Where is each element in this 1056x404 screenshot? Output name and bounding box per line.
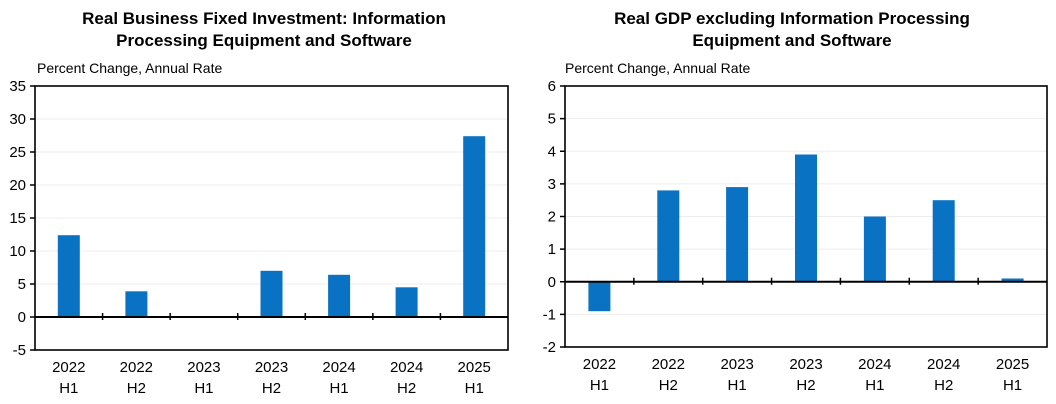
- y-tick-label: -1: [543, 306, 556, 323]
- x-tick-label-half: H2: [397, 380, 416, 397]
- x-tick-label-year: 2023: [255, 359, 288, 376]
- y-tick-label: 2: [548, 209, 556, 226]
- y-tick-label: 3: [548, 176, 556, 193]
- bar-2024-H2: [395, 287, 418, 317]
- y-tick-label: 1: [548, 241, 556, 258]
- x-tick-label-half: H2: [934, 377, 953, 394]
- chart-title: Real GDP excluding Information Processin…: [614, 9, 970, 50]
- x-tick-label-year: 2025: [458, 359, 491, 376]
- y-tick-label: 10: [9, 243, 26, 260]
- y-tick-label: 35: [9, 78, 26, 95]
- chart-investment: Real Business Fixed Investment: Informat…: [9, 9, 509, 397]
- x-tick-label-half: H1: [194, 380, 213, 397]
- bar-2023-H2: [795, 154, 817, 282]
- y-tick-label: 25: [9, 144, 26, 161]
- y-tick-label: 15: [9, 210, 26, 227]
- y-tick-label: 4: [548, 143, 556, 160]
- x-tick-label-year: 2023: [720, 356, 753, 373]
- y-tick-label: 5: [18, 276, 26, 293]
- x-tick-label-half: H2: [127, 380, 146, 397]
- bar-2022-H1: [57, 235, 80, 317]
- bar-2022-H2: [657, 190, 680, 282]
- bar-2025-H1: [1001, 278, 1024, 282]
- bar-2025-H1: [463, 136, 486, 317]
- x-tick-label-year: 2022: [120, 359, 153, 376]
- y-tick-label: 20: [9, 177, 26, 194]
- y-tick-label: 5: [548, 111, 556, 128]
- x-tick-label-half: H2: [659, 377, 678, 394]
- bar-2022-H1: [588, 281, 611, 312]
- x-tick-label-half: H2: [796, 377, 815, 394]
- x-tick-label-half: H1: [865, 377, 884, 394]
- y-tick-label: -5: [13, 342, 26, 359]
- x-tick-label-half: H1: [329, 380, 348, 397]
- y-tick-label: 0: [18, 309, 26, 326]
- y-tick-label: -2: [543, 339, 556, 356]
- investment-bar-plot: -5051015202530352022H12022H22023H12023H2…: [9, 78, 509, 397]
- x-tick-label-year: 2024: [858, 356, 891, 373]
- y-axis-unit-label: Percent Change, Annual Rate: [37, 60, 223, 76]
- x-tick-label-year: 2023: [187, 359, 220, 376]
- x-tick-label-half: H1: [465, 380, 484, 397]
- bar-2022-H2: [125, 291, 148, 317]
- x-tick-label-year: 2022: [52, 359, 85, 376]
- bar-2024-H1: [863, 216, 886, 282]
- bar-2023-H2: [260, 270, 283, 317]
- chart-gdp-excluding: Real GDP excluding Information Processin…: [528, 0, 1056, 404]
- y-tick-label: 6: [548, 78, 556, 95]
- x-tick-label-half: H2: [262, 380, 281, 397]
- x-tick-label-year: 2024: [927, 356, 960, 373]
- x-tick-label-half: H1: [590, 377, 609, 394]
- x-tick-label-year: 2022: [652, 356, 685, 373]
- y-axis-unit-label: Percent Change, Annual Rate: [565, 60, 751, 76]
- y-tick-label: 30: [9, 111, 26, 128]
- x-tick-label-year: 2022: [583, 356, 616, 373]
- chart-title: Real Business Fixed Investment: Informat…: [82, 9, 446, 50]
- y-tick-label: 0: [548, 274, 556, 291]
- gdp-bar-plot: -2 -1 0 1 2 3 4 5 6 2022 H1 2022 H2 2023 H1 2023 H2 2024 H…: [543, 78, 1048, 394]
- x-tick-label-year: 2024: [322, 359, 355, 376]
- bar-2024-H1: [328, 274, 351, 317]
- bar-2023-H1: [726, 187, 749, 282]
- x-tick-label-half: H1: [728, 377, 747, 394]
- bar-2024-H2: [932, 200, 955, 282]
- x-tick-label-year: 2023: [789, 356, 822, 373]
- x-tick-label-half: H1: [59, 380, 78, 397]
- x-tick-label-half: H1: [1003, 377, 1022, 394]
- x-tick-label-year: 2025: [996, 356, 1029, 373]
- x-tick-label-year: 2024: [390, 359, 423, 376]
